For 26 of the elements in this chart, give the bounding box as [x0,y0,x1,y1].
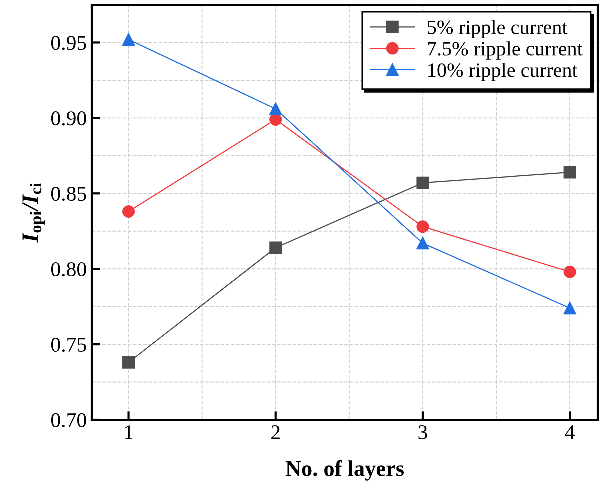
point [416,220,430,234]
legend-label: 7.5% ripple current [428,42,583,60]
x-tick-label: 1 [125,426,133,440]
point [564,166,576,179]
point [270,242,282,254]
y-tick-label: 0.80 [51,262,86,277]
y-axis-title: I$_{opi}$/I$_{ci}$ [22,183,46,243]
y-tick-label: 0.90 [51,112,86,126]
y-tick-label: 0.75 [51,338,86,352]
x-tick-label: 3 [418,426,428,440]
legend-label: 10% ripple current [428,63,578,82]
y-tick-label: 0.85 [51,187,86,202]
y-tick-label: 0.95 [51,36,86,50]
point [416,237,430,250]
point [122,356,136,369]
x-tick-label: 2 [272,426,280,440]
point [122,33,136,46]
point [270,102,282,116]
point [564,266,576,278]
x-tick-label: 4 [565,426,575,440]
legend-label: 5% ripple current [428,20,568,38]
y-tick-label: 0.70 [51,413,86,428]
point [416,176,430,190]
point [564,302,576,315]
point [122,205,136,218]
x-axis-title: No. of layers [286,460,404,481]
